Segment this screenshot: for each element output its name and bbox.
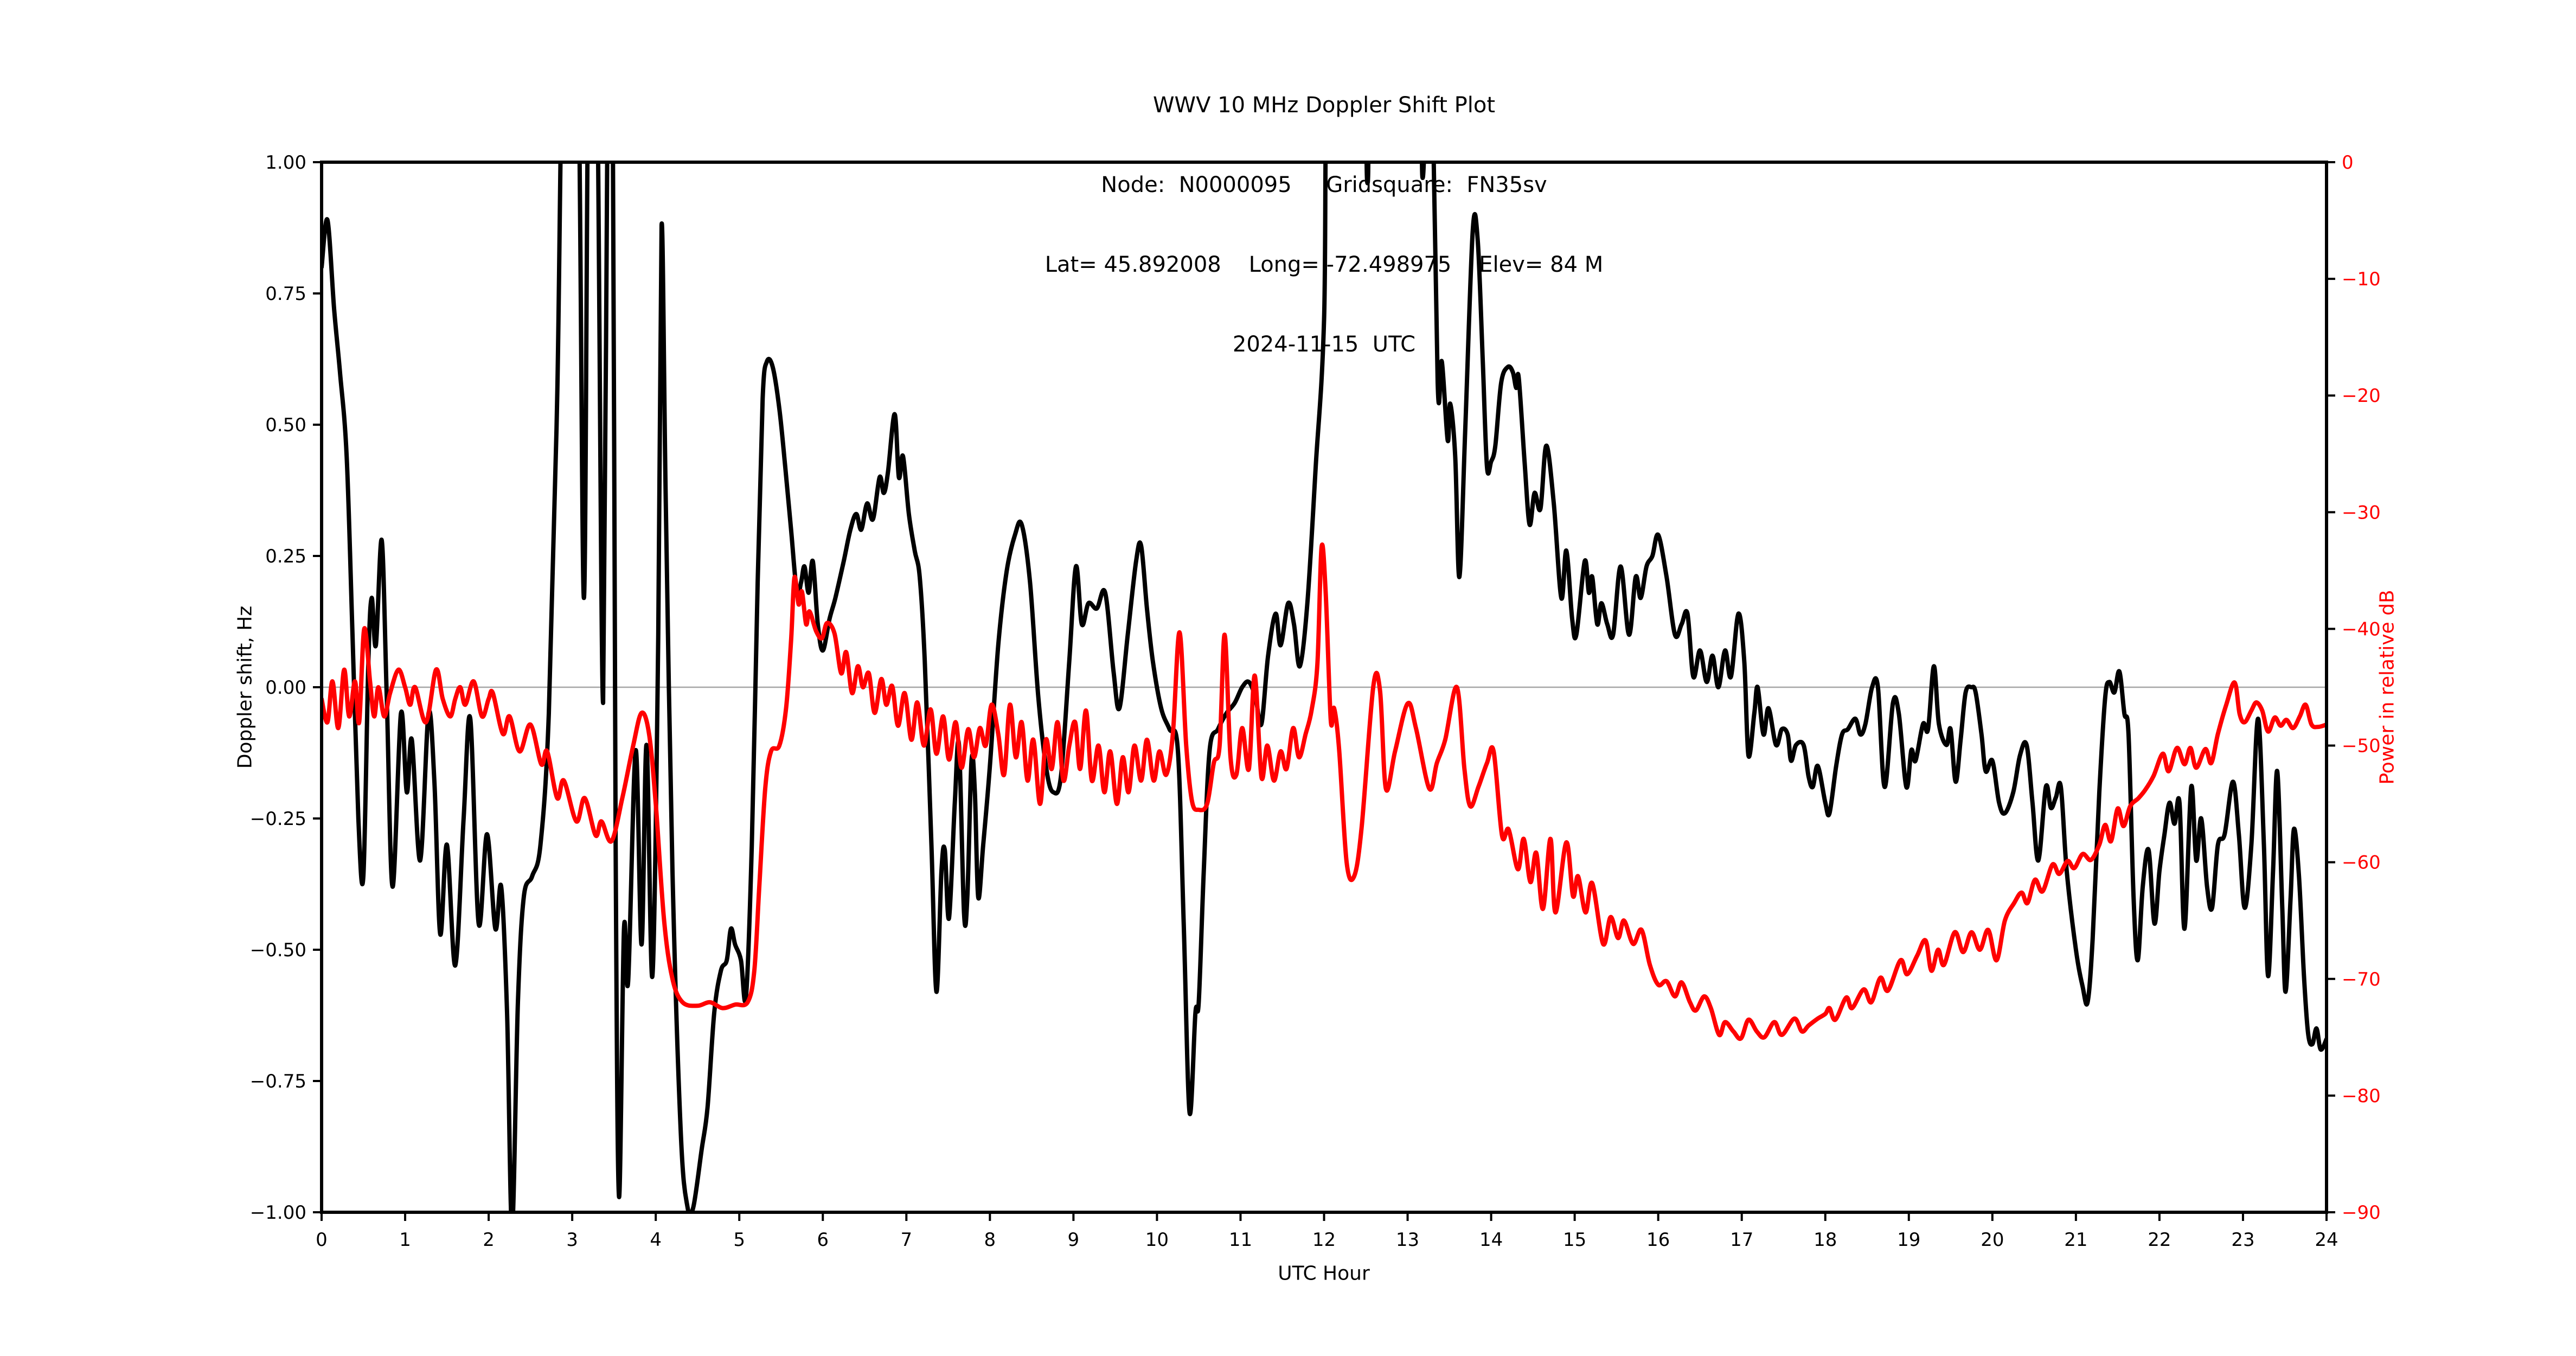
power-series-line <box>322 542 2327 1041</box>
y-right-tick-label: −60 <box>2342 852 2381 874</box>
y-left-tick-label: −0.25 <box>250 808 306 830</box>
x-tick-label: 19 <box>1897 1229 1920 1251</box>
x-axis-label: UTC Hour <box>1278 1262 1370 1285</box>
title-line-4: 2024-11-15 UTC <box>1232 332 1416 357</box>
y-left-tick-label: −0.75 <box>250 1071 306 1092</box>
x-tick-label: 4 <box>650 1229 662 1251</box>
x-tick-label: 20 <box>1981 1229 2004 1251</box>
y-right-tick-label: −80 <box>2342 1085 2381 1107</box>
x-tick-label: 11 <box>1229 1229 1252 1251</box>
x-tick-label: 15 <box>1563 1229 1586 1251</box>
x-tick-label: 1 <box>399 1229 411 1251</box>
y-axis-left-ticks: 1.00 0.75 0.50 0.25 0.00 −0.25 −0.50 −0.75 −1.00 <box>250 152 322 1224</box>
x-tick-label: 23 <box>2231 1229 2254 1251</box>
y-axis-label-right: Power in relative dB <box>2376 590 2399 785</box>
chart-title: WWV 10 MHz Doppler Shift Plot Node: N000… <box>322 39 2327 411</box>
y-axis-label-left: Doppler shift, Hz <box>234 605 257 769</box>
y-left-tick-label: −0.50 <box>250 939 306 961</box>
y-left-tick-label: 0.00 <box>265 677 306 699</box>
y-left-tick-label: 0.25 <box>265 546 306 567</box>
x-tick-label: 22 <box>2148 1229 2171 1251</box>
x-tick-label: 14 <box>1479 1229 1503 1251</box>
x-tick-label: 16 <box>1646 1229 1670 1251</box>
y-axis-right-ticks: 0 −10 −20 −30 −40 −50 −60 −70 −80 −90 <box>2327 152 2381 1224</box>
x-tick-label: 2 <box>483 1229 495 1251</box>
x-tick-label: 24 <box>2315 1229 2338 1251</box>
y-right-tick-label: 0 <box>2342 152 2354 174</box>
y-left-tick-label: 0.75 <box>265 283 306 305</box>
x-tick-label: 17 <box>1730 1229 1753 1251</box>
y-left-tick-label: 0.50 <box>265 414 306 436</box>
x-tick-label: 18 <box>1814 1229 1837 1251</box>
x-tick-label: 5 <box>733 1229 745 1251</box>
y-right-tick-label: −70 <box>2342 969 2381 990</box>
title-line-1: WWV 10 MHz Doppler Shift Plot <box>1152 93 1496 118</box>
title-line-2: Node: N0000095 Gridsquare: FN35sv <box>1101 172 1547 197</box>
x-tick-label: 21 <box>2064 1229 2087 1251</box>
y-right-tick-label: −90 <box>2342 1202 2381 1224</box>
x-tick-label: 0 <box>316 1229 328 1251</box>
y-right-tick-label: −10 <box>2342 268 2381 290</box>
x-tick-label: 8 <box>984 1229 996 1251</box>
x-tick-label: 9 <box>1068 1229 1080 1251</box>
y-right-tick-label: −30 <box>2342 502 2381 523</box>
title-line-3: Lat= 45.892008 Long= -72.498975 Elev= 84… <box>1045 252 1604 277</box>
x-tick-label: 7 <box>900 1229 912 1251</box>
doppler-series-line <box>322 162 2327 1212</box>
x-tick-label: 3 <box>566 1229 578 1251</box>
x-tick-label: 13 <box>1396 1229 1419 1251</box>
y-left-tick-label: −1.00 <box>250 1202 306 1224</box>
y-right-tick-label: −20 <box>2342 385 2381 407</box>
y-right-tick-label: −50 <box>2342 735 2381 757</box>
y-right-tick-label: −40 <box>2342 618 2381 640</box>
x-tick-label: 6 <box>817 1229 829 1251</box>
x-tick-label: 10 <box>1145 1229 1169 1251</box>
y-left-tick-label: 1.00 <box>265 152 306 174</box>
x-tick-label: 12 <box>1312 1229 1336 1251</box>
x-axis-ticks: 0 1 2 3 4 5 6 7 8 9 10 11 12 13 14 15 16 17 18 19 20 21 22 23 24 <box>316 1212 2338 1251</box>
